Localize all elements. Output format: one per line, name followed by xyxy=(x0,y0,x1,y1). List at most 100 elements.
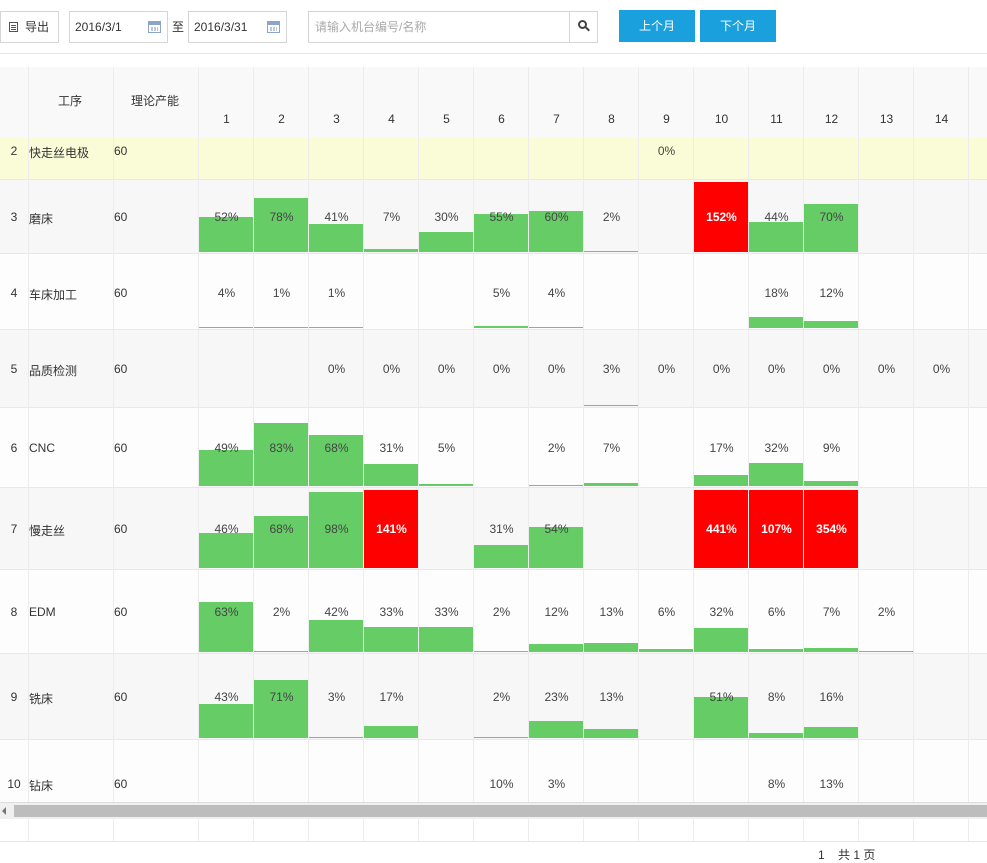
table-row[interactable]: 9 铣床 60 43% 71% 3% 17% 2% 23% 13% 51% 8% 16% xyxy=(0,654,987,740)
utilization-bar xyxy=(529,527,583,568)
utilization-label: 0% xyxy=(437,362,456,376)
utilization-label: 17% xyxy=(709,441,734,455)
utilization-bar xyxy=(804,481,858,486)
process-name: 钻床 xyxy=(29,779,54,793)
utilization-bar xyxy=(804,204,858,252)
utilization-label: 0% xyxy=(492,362,511,376)
utilization-label: 0% xyxy=(932,362,951,376)
utilization-label: 31% xyxy=(379,441,404,455)
utilization-bar xyxy=(694,475,748,486)
utilization-bar xyxy=(474,737,528,738)
utilization-bar xyxy=(364,726,418,738)
utilization-label: 7% xyxy=(602,441,621,455)
utilization-bar xyxy=(694,628,748,652)
utilization-label: 71% xyxy=(269,690,294,704)
utilization-label: 107% xyxy=(761,522,792,536)
utilization-label: 13% xyxy=(599,605,624,619)
utilization-label: 98% xyxy=(324,522,349,536)
utilization-label: 46% xyxy=(214,522,239,536)
utilization-bar xyxy=(529,721,583,738)
utilization-bar xyxy=(199,533,253,568)
calendar-icon[interactable] xyxy=(148,21,161,33)
capacity-value: 60 xyxy=(114,690,128,704)
utilization-bar xyxy=(804,648,858,652)
scroll-left-icon[interactable] xyxy=(2,807,6,815)
capacity-value: 60 xyxy=(114,605,128,619)
calendar-icon[interactable] xyxy=(267,21,280,33)
overload-bar xyxy=(364,490,418,568)
search-button[interactable] xyxy=(569,12,597,42)
start-date-field[interactable]: 2016/3/1 xyxy=(69,11,168,43)
utilization-bar xyxy=(254,516,308,568)
table-row[interactable]: 7 慢走丝 60 46% 68% 98% 141% 31% 54% 441% 107% 354% xyxy=(0,488,987,570)
utilization-label: 8% xyxy=(767,777,786,791)
utilization-label: 49% xyxy=(214,441,239,455)
day-label: 14 xyxy=(934,112,949,126)
header-capacity: 理论产能 xyxy=(131,94,180,108)
day-label: 11 xyxy=(770,112,783,126)
row-number: 10 xyxy=(7,777,21,791)
utilization-bar xyxy=(419,484,473,486)
horizontal-scrollbar[interactable] xyxy=(0,802,987,819)
utilization-label: 4% xyxy=(217,286,236,300)
process-name: 磨床 xyxy=(29,212,54,226)
process-name: EDM xyxy=(29,605,56,619)
utilization-label: 63% xyxy=(214,605,239,619)
day-label: 4 xyxy=(388,112,395,126)
utilization-label: 8% xyxy=(767,690,786,704)
search-input[interactable] xyxy=(309,12,569,42)
utilization-label: 7% xyxy=(382,210,401,224)
table-row[interactable]: 6 CNC 60 49% 83% 68% 31% 5% 2% 7% 17% 32% 9% xyxy=(0,408,987,488)
utilization-label: 1% xyxy=(272,286,291,300)
utilization-label: 5% xyxy=(437,441,456,455)
utilization-label: 68% xyxy=(269,522,294,536)
utilization-label: 78% xyxy=(269,210,294,224)
utilization-bar xyxy=(749,463,803,486)
utilization-bar xyxy=(584,483,638,486)
utilization-label: 42% xyxy=(324,605,349,619)
table-row[interactable]: 5 品质检测 60 0% 0% 0% 0% 0% 3% 0% 0% 0% 0% 0% 0% xyxy=(0,330,987,408)
date-range-separator: 至 xyxy=(172,20,185,34)
utilization-label: 10% xyxy=(489,777,514,791)
utilization-label: 0% xyxy=(657,144,676,158)
end-date-field[interactable]: 2016/3/31 xyxy=(188,11,287,43)
capacity-value: 60 xyxy=(114,144,128,158)
process-name: 铣床 xyxy=(29,692,54,706)
overload-bar xyxy=(749,490,803,568)
utilization-label: 0% xyxy=(327,362,346,376)
utilization-label: 43% xyxy=(214,690,239,704)
utilization-label: 4% xyxy=(547,286,566,300)
row-number: 9 xyxy=(10,690,18,704)
utilization-label: 55% xyxy=(489,210,514,224)
pager: 1 共 1 页 xyxy=(818,846,875,863)
utilization-bar xyxy=(309,737,363,738)
prev-month-button[interactable]: 上个月 xyxy=(619,10,695,42)
utilization-label: 23% xyxy=(544,690,569,704)
utilization-label: 83% xyxy=(269,441,294,455)
next-month-button[interactable]: 下个月 xyxy=(700,10,776,42)
pager-current[interactable]: 1 xyxy=(818,848,825,862)
table-row[interactable]: 8 EDM 60 63% 2% 42% 33% 33% 2% 12% 13% 6% 32% 6% 7% 2% xyxy=(0,570,987,654)
day-label: 13 xyxy=(879,112,894,126)
utilization-label: 152% xyxy=(706,210,737,224)
row-number: 2 xyxy=(10,144,18,158)
utilization-label: 33% xyxy=(434,605,459,619)
table-row[interactable]: 4 车床加工 60 4% 1% 1% 5% 4% 18% 12% xyxy=(0,254,987,330)
utilization-label: 3% xyxy=(327,690,346,704)
utilization-bar xyxy=(584,643,638,652)
export-button[interactable]: 导出 xyxy=(0,11,59,43)
utilization-label: 1% xyxy=(327,286,346,300)
utilization-label: 9% xyxy=(822,441,841,455)
export-icon xyxy=(9,22,18,32)
utilization-bar xyxy=(529,211,583,252)
utilization-label: 51% xyxy=(709,690,734,704)
table-row[interactable]: 10 钻床 60 10% 3% 8% 13% xyxy=(0,740,987,804)
capacity-value: 60 xyxy=(114,777,128,791)
table-row[interactable]: 2 快走丝电极 60 0% xyxy=(0,138,987,180)
scrollbar-thumb[interactable] xyxy=(14,805,987,817)
capacity-value: 60 xyxy=(114,286,128,300)
utilization-bar xyxy=(749,222,803,252)
utilization-label: 2% xyxy=(877,605,896,619)
table-row[interactable]: 3 磨床 60 52% 78% 41% 7% 30% 55% 60% 2% 152% 44% 70% xyxy=(0,180,987,254)
utilization-bar xyxy=(254,198,308,252)
